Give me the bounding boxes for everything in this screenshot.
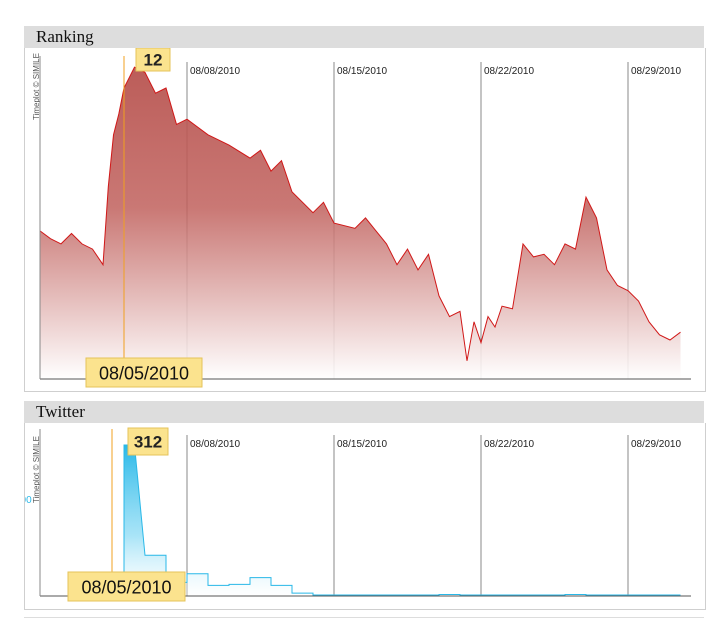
chart-0-marker-date-box: [85, 357, 203, 388]
twitter-title: Twitter: [36, 402, 85, 421]
chart-1-tick-label: 08/22/2010: [484, 439, 534, 450]
chart-1-tick-label: 08/15/2010: [337, 439, 387, 450]
chart-0-series-area: [40, 67, 681, 379]
twitter-chart[interactable]: 08/08/2010 08/15/2010 08/22/2010 08/29/2010…: [25, 423, 705, 609]
chart-1-y-tick-label: 200: [25, 495, 32, 506]
chart-1-marker-value: 312: [134, 433, 162, 452]
chart-1-tick-label: 08/08/2010: [190, 439, 240, 450]
chart-1-tick-label: 08/29/2010: [631, 439, 681, 450]
twitter-panel: Timeplot © SIMILE 08/08/2010 08/15/2010 08…: [24, 423, 706, 610]
chart-0-marker-value: 12: [144, 51, 163, 70]
ranking-title: Ranking: [36, 27, 94, 46]
chart-1-marker-date-box: [67, 571, 186, 602]
ranking-chart[interactable]: 08/08/2010 08/15/2010 08/22/2010 08/29/2010…: [25, 48, 705, 391]
chart-0-tick-label: 08/22/2010: [484, 66, 534, 77]
chart-1-series-line: [40, 444, 681, 597]
chart-1-marker-date: 08/05/2010: [81, 578, 171, 598]
chart-0-marker-date: 08/05/2010: [99, 364, 189, 384]
chart-0-tick-label: 08/29/2010: [631, 66, 681, 77]
bottom-divider: [24, 617, 704, 618]
ranking-header: Ranking: [24, 26, 704, 48]
chart-0-tick-label: 08/15/2010: [337, 66, 387, 77]
chart-0-tick-label: 08/08/2010: [190, 66, 240, 77]
twitter-header: Twitter: [24, 401, 704, 423]
chart-1-marker-value-box: [127, 427, 169, 456]
chart-1-ticks: 08/08/2010 08/15/2010 08/22/2010 08/29/2010: [186, 435, 681, 596]
chart-0-marker-value-box: [135, 48, 171, 72]
ranking-panel: Timeplot © SIMILE 08/08/2010 08/15/2010 08…: [24, 48, 706, 392]
